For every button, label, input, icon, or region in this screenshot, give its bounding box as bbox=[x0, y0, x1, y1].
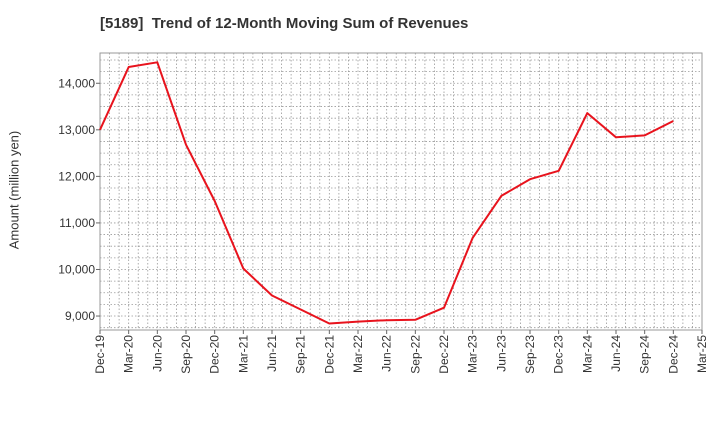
grid bbox=[100, 53, 702, 330]
x-tick-label: Jun-22 bbox=[380, 335, 394, 372]
x-tick-label: Dec-20 bbox=[208, 335, 222, 374]
x-tick-label: Mar-21 bbox=[236, 335, 250, 373]
plot-area bbox=[99, 52, 703, 331]
y-tick-label: 12,000 bbox=[58, 169, 95, 183]
x-tick-label: Sep-23 bbox=[523, 335, 537, 374]
x-tick-label: Jun-20 bbox=[150, 335, 164, 372]
x-tick-label: Dec-22 bbox=[437, 335, 451, 374]
x-tick-label: Mar-23 bbox=[466, 335, 480, 373]
x-tick-label: Sep-22 bbox=[408, 335, 422, 374]
y-axis-ticks: 9,000 10,000 11,000 12,000 13,000 14,000 bbox=[58, 76, 100, 323]
x-tick-label: Mar-22 bbox=[351, 335, 365, 373]
y-tick-label: 9,000 bbox=[65, 309, 95, 323]
x-tick-label: Sep-21 bbox=[294, 335, 308, 374]
x-tick-label: Dec-19 bbox=[93, 335, 107, 374]
x-tick-label: Jun-21 bbox=[265, 335, 279, 372]
x-tick-label: Mar-24 bbox=[580, 335, 594, 373]
x-tick-label: Sep-24 bbox=[638, 335, 652, 374]
x-tick-label: Jun-23 bbox=[494, 335, 508, 372]
x-tick-label: Dec-24 bbox=[666, 335, 680, 374]
series bbox=[99, 61, 674, 325]
y-tick-label: 13,000 bbox=[58, 123, 95, 137]
x-tick-label: Dec-23 bbox=[552, 335, 566, 374]
y-tick-label: 11,000 bbox=[59, 216, 95, 230]
x-tick-label: Dec-21 bbox=[322, 335, 336, 374]
x-tick-label: Mar-25 bbox=[695, 335, 709, 373]
x-tick-label: Sep-20 bbox=[179, 335, 193, 374]
x-tick-label: Jun-24 bbox=[609, 335, 623, 372]
y-tick-label: 14,000 bbox=[58, 76, 95, 90]
x-axis-ticks: Dec-19 Mar-20 Jun-20 Sep-20 Dec-20 Mar-21 Jun-… bbox=[93, 330, 709, 374]
chart-title: [5189] Trend of 12-Month Moving Sum of R… bbox=[100, 15, 469, 32]
revenue-series-line bbox=[99, 61, 674, 325]
x-tick-label: Mar-20 bbox=[122, 335, 136, 373]
y-tick-label: 10,000 bbox=[58, 262, 95, 276]
